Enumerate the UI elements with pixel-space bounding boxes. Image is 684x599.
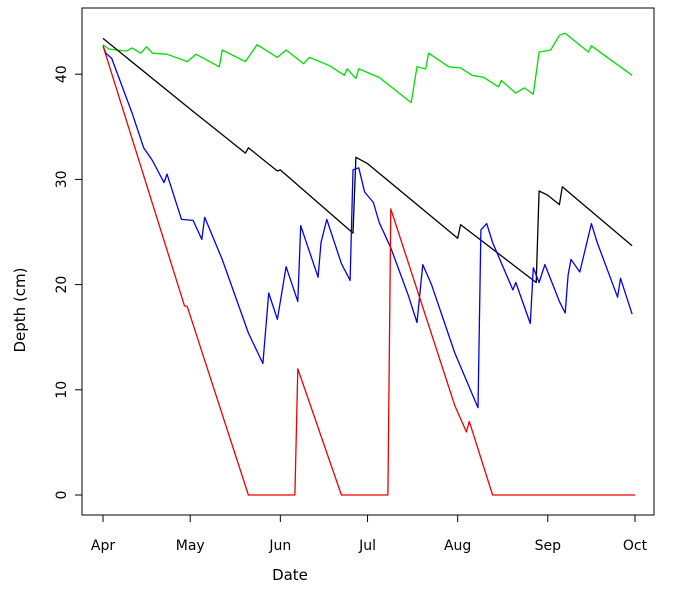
series-line-2 xyxy=(102,45,633,409)
x-tick-label: Jun xyxy=(268,538,291,554)
y-axis: 0 10 20 30 40 xyxy=(54,65,83,500)
series-line-3 xyxy=(102,45,635,496)
x-axis-label: Date xyxy=(272,566,308,584)
y-tick-label: 30 xyxy=(54,170,70,188)
series-line-1 xyxy=(102,37,633,284)
x-tick-label: Oct xyxy=(623,538,648,554)
y-tick-label: 20 xyxy=(54,276,70,294)
x-tick-label: Sep xyxy=(535,538,562,554)
x-tick-label: May xyxy=(176,538,205,554)
y-axis-label: Depth (cm) xyxy=(11,267,29,352)
x-tick-label: Aug xyxy=(444,538,471,554)
x-tick-label: Apr xyxy=(91,538,115,554)
series-line-0 xyxy=(102,32,633,104)
y-tick-label: 40 xyxy=(54,65,70,83)
plot-frame xyxy=(81,7,655,516)
y-tick-label: 10 xyxy=(54,381,70,399)
series-lines xyxy=(102,32,635,496)
y-tick-label: 0 xyxy=(54,491,70,500)
x-axis: Apr May Jun Jul Aug Sep Oct xyxy=(91,514,648,554)
x-tick-label: Jul xyxy=(358,538,376,554)
